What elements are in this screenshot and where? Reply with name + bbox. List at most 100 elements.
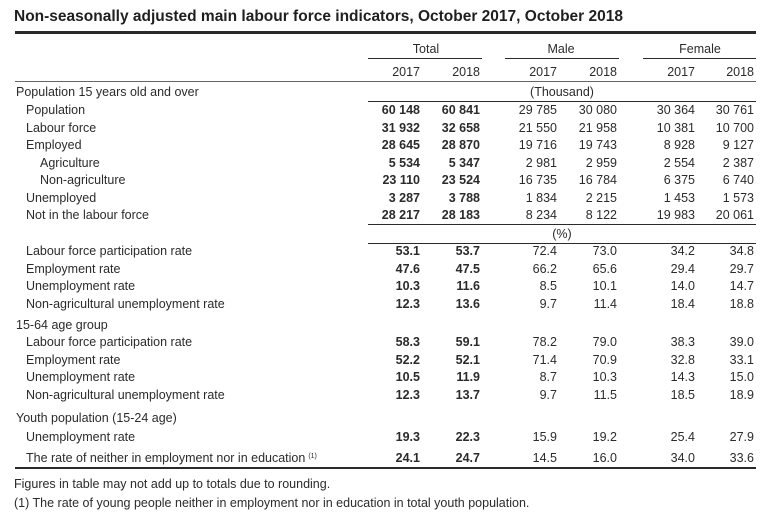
table-cell: 32.8 — [670, 352, 695, 367]
row-label: Employment rate — [26, 262, 120, 277]
table-cell: 14.3 — [670, 370, 695, 384]
table-cell: 12.3 — [395, 387, 420, 402]
table-cell: 20 061 — [715, 208, 754, 222]
header-female: Female — [679, 42, 721, 56]
table-cell: 8.7 — [539, 370, 557, 384]
table-cell: 24.7 — [455, 451, 480, 465]
page-title: Non-seasonally adjusted main labour forc… — [14, 8, 623, 25]
table-cell: 5 347 — [448, 155, 480, 170]
table-cell: 13.7 — [455, 387, 480, 402]
year-female-2018: 2018 — [726, 65, 754, 79]
table-cell: 10.3 — [592, 370, 617, 384]
table-cell: 53.7 — [455, 244, 480, 258]
row-label: Not in the labour force — [26, 208, 149, 223]
table-cell: 14.0 — [670, 279, 695, 293]
unit-percent: (%) — [552, 227, 572, 241]
year-female-2017: 2017 — [667, 65, 695, 79]
table-cell: 16 735 — [518, 173, 557, 187]
section-heading-pop15: Population 15 years old and over — [16, 85, 199, 99]
unit-thousand: (Thousand) — [530, 85, 594, 99]
table-cell: 34.0 — [670, 451, 695, 465]
table-cell: 78.2 — [532, 335, 557, 349]
row-label: Unemployment rate — [26, 430, 135, 445]
table-cell: 33.1 — [729, 352, 754, 367]
row-label: Labour force participation rate — [26, 335, 192, 350]
table-cell: 19 743 — [578, 138, 617, 152]
table-cell: 15.9 — [532, 430, 557, 444]
table-cell: 22.3 — [455, 430, 480, 444]
row-label-text: Labour force participation rate — [26, 335, 193, 349]
row-label: Population — [26, 103, 85, 118]
row-label-text: Non-agricultural unemployment rate — [26, 387, 225, 402]
table-cell: 8 928 — [663, 138, 695, 152]
table-cell: 21 958 — [578, 120, 617, 135]
table-cell: 47.6 — [395, 261, 420, 276]
row-label: Unemployment rate — [26, 370, 135, 385]
row-label-text: Unemployment rate — [26, 370, 136, 384]
table-cell: 8.5 — [539, 279, 557, 293]
table-cell: 15.0 — [729, 370, 754, 384]
table-cell: 9.7 — [539, 387, 557, 402]
table-cell: 13.6 — [455, 296, 480, 311]
year-total-2018: 2018 — [452, 65, 480, 79]
table-cell: 73.0 — [592, 244, 617, 258]
table-cell: 18.9 — [729, 387, 754, 402]
header-male: Male — [547, 42, 575, 56]
table-cell: 28 870 — [441, 138, 480, 152]
table-cell: 18.4 — [670, 296, 695, 311]
male-underline — [505, 58, 619, 59]
row-label-text: Labour force — [26, 120, 97, 135]
table-cell: 29.4 — [670, 261, 695, 276]
table-cell: 2 387 — [722, 155, 754, 170]
table-cell: 11.5 — [593, 387, 617, 402]
table-cell: 11.4 — [593, 296, 617, 311]
row-label-text: The rate of neither in employment nor in… — [26, 451, 306, 465]
table-cell: 2 215 — [585, 190, 617, 205]
row-label: Unemployment rate — [26, 279, 135, 294]
row-label-text: Not in the labour force — [26, 208, 149, 222]
table-cell: 16.0 — [592, 451, 617, 465]
row-label-text: Unemployment rate — [26, 430, 136, 444]
table-cell: 3 287 — [388, 190, 420, 205]
table-cell: 2 554 — [663, 155, 695, 170]
table-cell: 70.9 — [592, 352, 617, 367]
table-cell: 47.5 — [455, 261, 480, 276]
row-label: Unemployed — [26, 191, 96, 206]
year-male-2017: 2017 — [529, 65, 557, 79]
table-cell: 1 573 — [722, 190, 754, 205]
header-total: Total — [412, 42, 440, 56]
row-label: Non-agricultural unemployment rate — [26, 297, 225, 312]
footnote-marker: (1) — [308, 453, 317, 460]
year-total-2017: 2017 — [392, 65, 420, 79]
table-cell: 33.6 — [729, 451, 754, 465]
table-cell: 53.1 — [395, 244, 420, 258]
table-cell: 27.9 — [729, 430, 754, 444]
row-label-text: Employment rate — [26, 261, 121, 276]
table-cell: 34.2 — [670, 244, 695, 258]
table-cell: 30 761 — [715, 103, 754, 117]
pop-end-rule — [368, 224, 756, 225]
table-cell: 10.5 — [395, 370, 420, 384]
unit-rule-top — [368, 101, 756, 102]
row-label-text: Agriculture — [40, 155, 100, 170]
table-cell: 39.0 — [729, 335, 754, 349]
row-label: Employed — [26, 138, 82, 153]
row-label: Labour force — [26, 121, 96, 136]
table-cell: 60 841 — [441, 103, 480, 117]
table-cell: 19.2 — [592, 430, 617, 444]
table-cell: 11.6 — [456, 279, 480, 293]
table-cell: 65.6 — [592, 261, 617, 276]
table-cell: 14.7 — [729, 279, 754, 293]
title-rule — [15, 31, 756, 34]
table-cell: 3 788 — [448, 190, 480, 205]
table-cell: 25.4 — [670, 430, 695, 444]
table-cell: 18.5 — [670, 387, 695, 402]
row-label: Agriculture — [40, 156, 100, 171]
table-cell: 9.7 — [539, 296, 557, 311]
table-cell: 6 375 — [663, 173, 695, 187]
table-cell: 11.9 — [456, 370, 480, 384]
row-label-text: Unemployment rate — [26, 279, 136, 293]
table-cell: 24.1 — [395, 451, 420, 465]
row-label: Labour force participation rate — [26, 244, 192, 259]
row-label-text: Population — [26, 103, 86, 117]
